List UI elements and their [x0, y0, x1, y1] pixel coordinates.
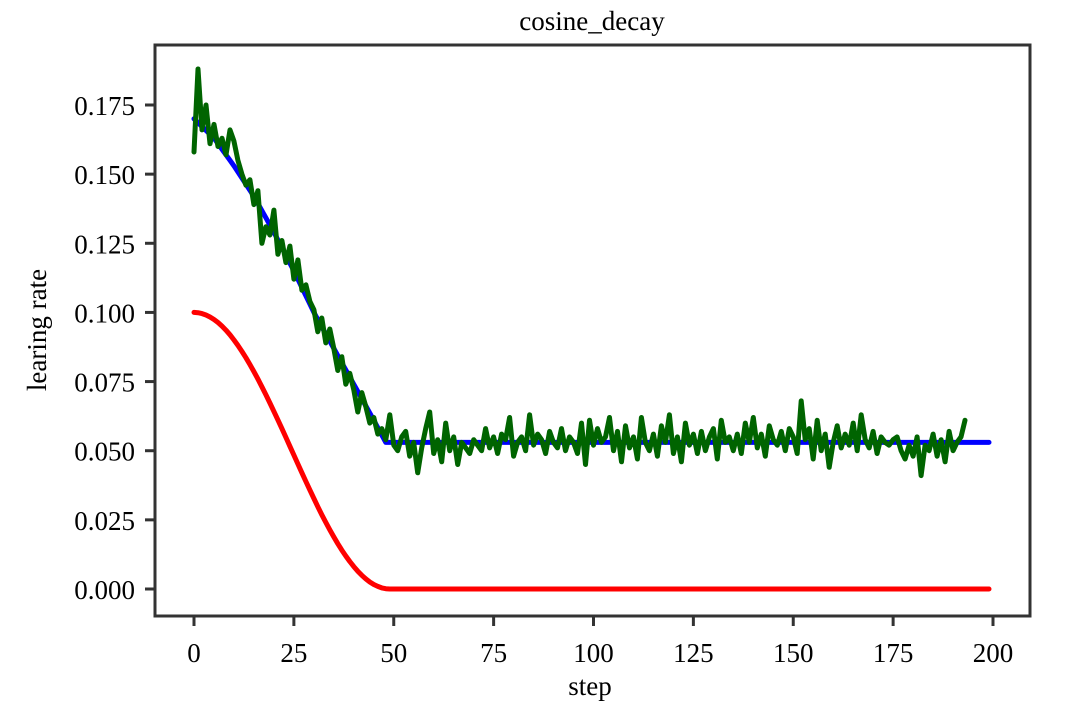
x-tick-label: 25: [280, 638, 307, 668]
y-tick-label: 0.175: [74, 91, 135, 121]
series-green-noisy: [191, 66, 968, 479]
x-axis-label: step: [568, 671, 612, 701]
y-tick-label: 0.050: [74, 437, 135, 467]
x-tick-label: 100: [573, 638, 614, 668]
y-tick-label: 0.125: [74, 229, 135, 259]
y-tick-label: 0.150: [74, 160, 135, 190]
x-tick-label: 0: [187, 638, 201, 668]
series-layer: [191, 66, 992, 592]
x-tick-label: 125: [673, 638, 714, 668]
x-tick-label: 175: [873, 638, 914, 668]
x-tick-label: 150: [773, 638, 814, 668]
x-axis-ticks: 0 25 50 75 100 125 150 175 200: [187, 616, 1013, 668]
y-tick-label: 0.000: [74, 575, 135, 605]
series-red-cosine-decay: [191, 309, 992, 592]
x-tick-label: 75: [480, 638, 507, 668]
y-tick-label: 0.075: [74, 368, 135, 398]
x-tick-label: 50: [380, 638, 407, 668]
y-axis-label: learing rate: [22, 269, 52, 391]
x-tick-label: 200: [973, 638, 1014, 668]
y-tick-label: 0.100: [74, 298, 135, 328]
y-axis-ticks: 0.000 0.025 0.050 0.075 0.100 0.125 0.150 0.175: [74, 91, 155, 605]
y-tick-label: 0.025: [74, 506, 135, 536]
chart-title: cosine_decay: [519, 6, 665, 36]
